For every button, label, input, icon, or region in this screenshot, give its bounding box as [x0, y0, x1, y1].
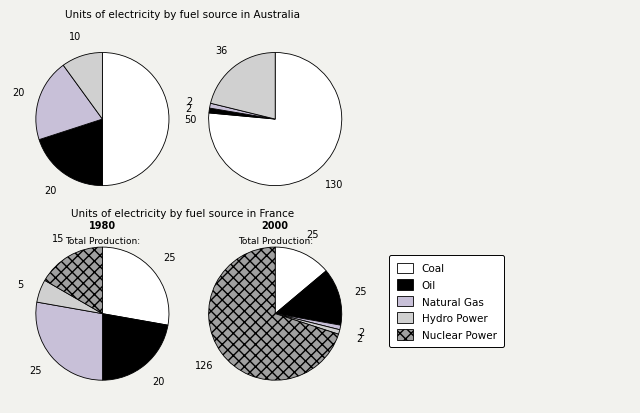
- Wedge shape: [209, 104, 275, 120]
- Text: 126: 126: [195, 361, 213, 370]
- Text: 5: 5: [17, 279, 23, 289]
- Text: 50: 50: [184, 115, 196, 125]
- Wedge shape: [209, 53, 342, 186]
- Text: 1980: 1980: [89, 221, 116, 231]
- Text: 25: 25: [163, 253, 176, 263]
- Text: 2: 2: [186, 97, 192, 107]
- Legend: Coal, Oil, Natural Gas, Hydro Power, Nuclear Power: Coal, Oil, Natural Gas, Hydro Power, Nuc…: [389, 256, 504, 347]
- Text: 2000: 2000: [262, 221, 289, 231]
- Text: 15: 15: [52, 233, 65, 243]
- Wedge shape: [275, 247, 326, 314]
- Text: Units of electricity by fuel source in Australia: Units of electricity by fuel source in A…: [65, 10, 300, 20]
- Text: 20: 20: [153, 376, 165, 386]
- Text: 25: 25: [354, 286, 366, 296]
- Text: 20: 20: [13, 88, 25, 97]
- Wedge shape: [102, 314, 168, 380]
- Wedge shape: [45, 247, 102, 314]
- Wedge shape: [209, 109, 275, 120]
- Wedge shape: [36, 302, 102, 380]
- Wedge shape: [102, 53, 169, 186]
- Text: 25: 25: [29, 365, 42, 375]
- Wedge shape: [39, 120, 102, 186]
- Text: Total Production:: Total Production:: [65, 236, 140, 245]
- Text: 20: 20: [45, 186, 57, 196]
- Wedge shape: [275, 314, 340, 330]
- Text: 36: 36: [215, 46, 227, 56]
- Wedge shape: [209, 247, 339, 380]
- Text: 2: 2: [185, 104, 191, 114]
- Text: 25: 25: [306, 230, 319, 240]
- Wedge shape: [102, 247, 169, 325]
- Wedge shape: [275, 271, 342, 325]
- Wedge shape: [211, 53, 275, 120]
- Text: 100 units: 100 units: [81, 256, 124, 265]
- Text: Units of electricity by fuel source in France: Units of electricity by fuel source in F…: [71, 209, 294, 218]
- Wedge shape: [36, 66, 102, 140]
- Wedge shape: [275, 314, 340, 335]
- Text: 170 units: 170 units: [254, 256, 296, 265]
- Text: 2: 2: [356, 333, 363, 343]
- Text: 2: 2: [358, 327, 364, 337]
- Text: 130: 130: [325, 180, 344, 190]
- Wedge shape: [63, 53, 102, 120]
- Text: 10: 10: [69, 31, 81, 41]
- Text: Total Production:: Total Production:: [237, 236, 313, 245]
- Wedge shape: [37, 281, 102, 314]
